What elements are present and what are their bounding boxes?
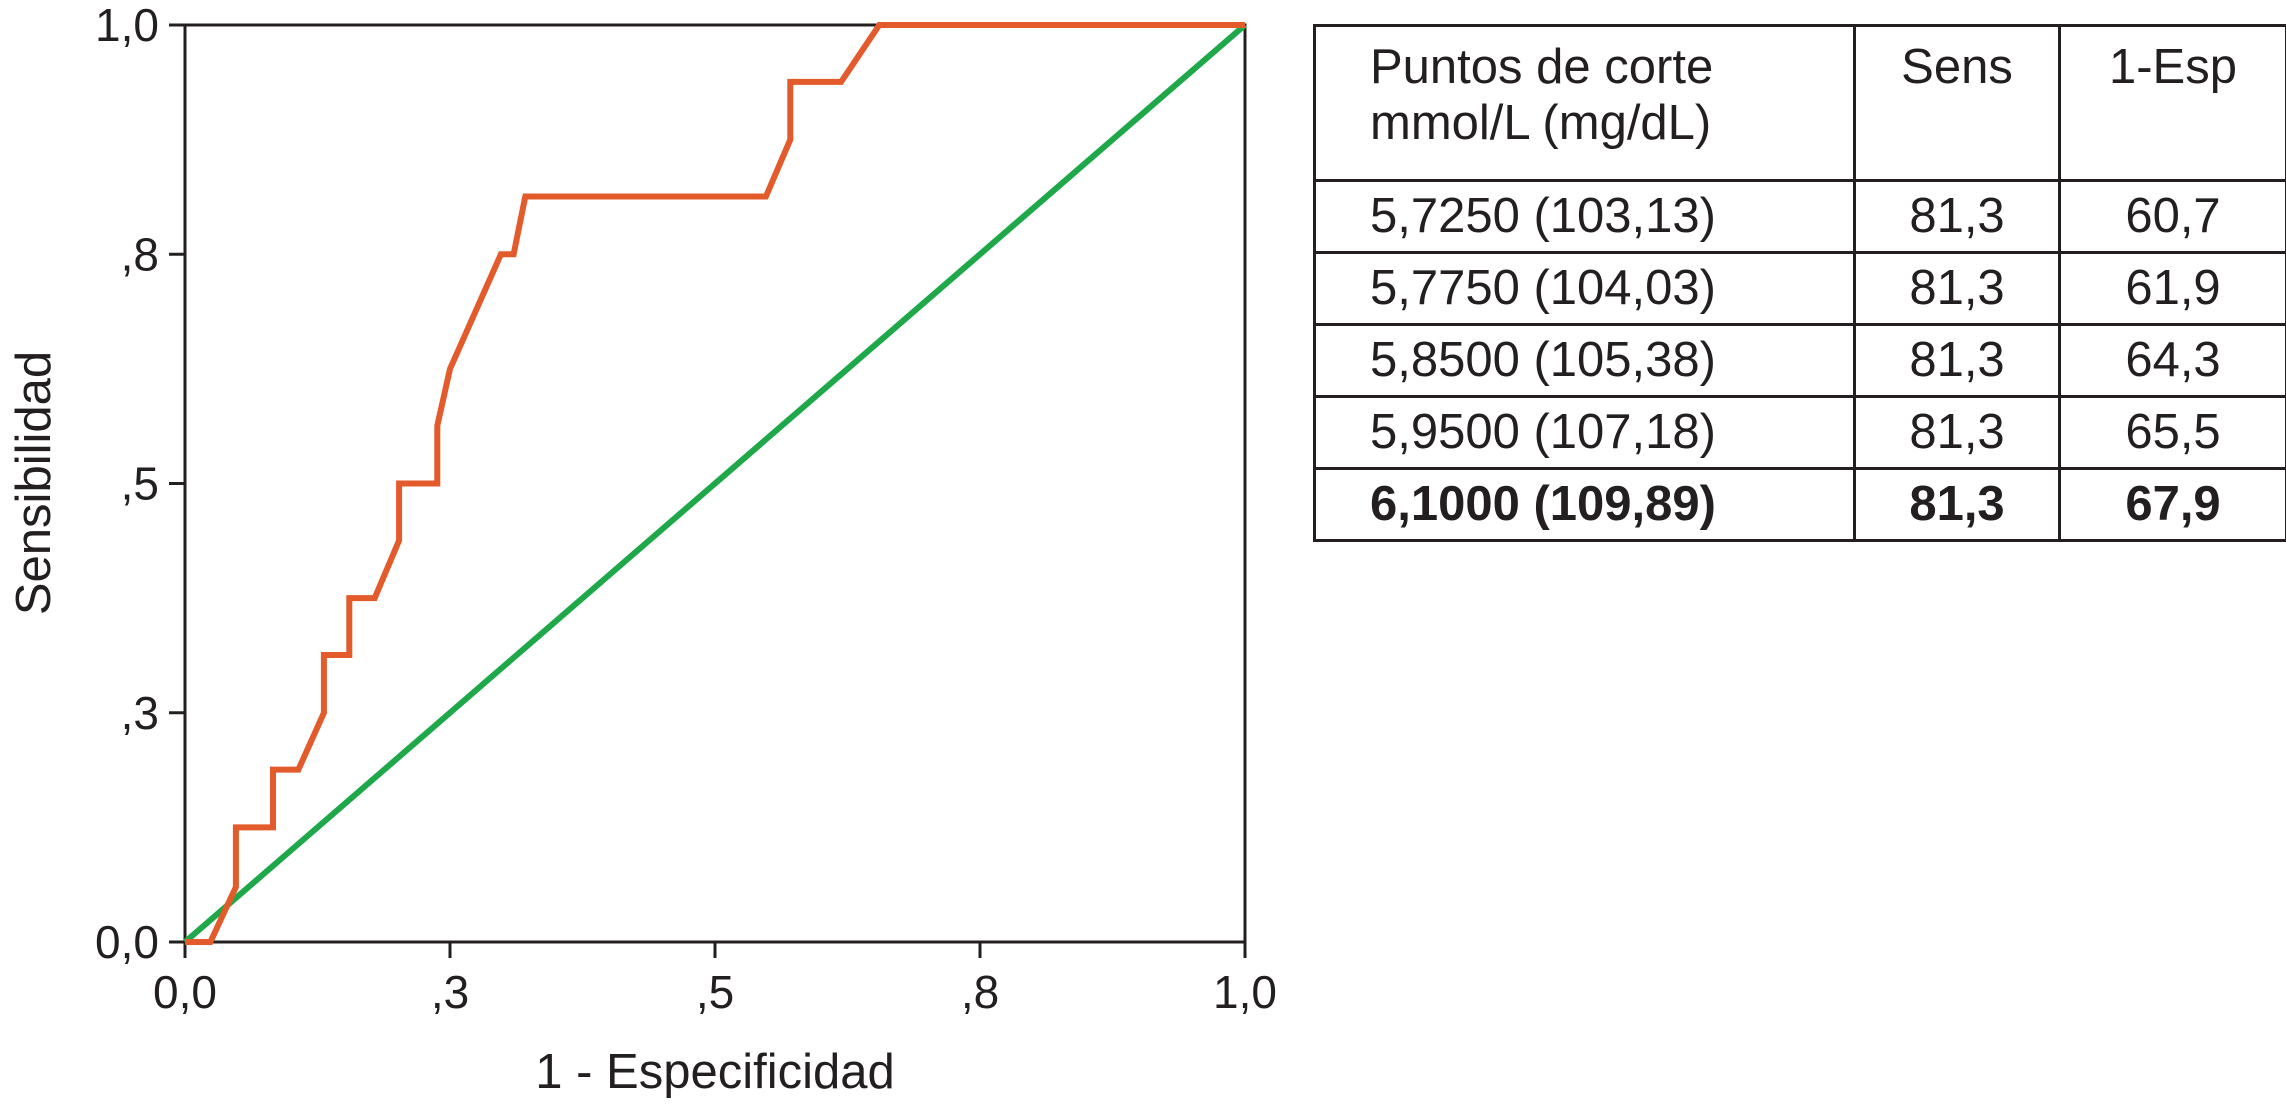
roc-chart: 0,0 ,3 ,5 ,8 1,0 0,0 ,3 ,5 ,8 1,0 1 - Especifici… (7, 0, 1277, 1099)
table-row: 5,8500 (105,38) 81,3 64,3 (1313, 323, 2286, 398)
y-axis: 0,0 ,3 ,5 ,8 1,0 (95, 0, 185, 968)
x-tick-label: ,3 (431, 966, 469, 1018)
table-row: 5,7750 (104,03) 81,3 61,9 (1313, 251, 2286, 326)
y-axis-label: Sensibilidad (7, 351, 61, 615)
sens-cell: 81,3 (1853, 467, 2061, 542)
esp-cell: 65,5 (2058, 395, 2286, 470)
x-tick-label: 1,0 (1213, 966, 1277, 1018)
y-tick-label: 0,0 (95, 916, 159, 968)
x-tick-label: ,8 (961, 966, 999, 1018)
sens-cell: 81,3 (1853, 251, 2061, 326)
cutoff-cell: 6,1000 (109,89) (1313, 467, 1856, 542)
esp-cell: 60,7 (2058, 179, 2286, 254)
esp-cell: 67,9 (2058, 467, 2286, 542)
header-sens: Sens (1853, 24, 2061, 182)
table-header-row: Puntos de corte mmol/L (mg/dL) Sens 1-Es… (1313, 24, 2286, 182)
table-row: 5,9500 (107,18) 81,3 65,5 (1313, 395, 2286, 470)
table-row: 6,1000 (109,89) 81,3 67,9 (1313, 467, 2286, 542)
esp-cell: 61,9 (2058, 251, 2286, 326)
cutoff-cell: 5,7750 (104,03) (1313, 251, 1856, 326)
x-tick-label: 0,0 (153, 966, 217, 1018)
roc-curve-line (185, 22, 1245, 945)
y-tick-label: 1,0 (95, 0, 159, 51)
cutoff-table: Puntos de corte mmol/L (mg/dL) Sens 1-Es… (1313, 24, 2286, 542)
y-tick-label: ,8 (121, 228, 159, 280)
cutoff-cell: 5,9500 (107,18) (1313, 395, 1856, 470)
y-tick-label: ,3 (121, 687, 159, 739)
cutoff-cell: 5,8500 (105,38) (1313, 323, 1856, 398)
sens-cell: 81,3 (1853, 395, 2061, 470)
x-tick-label: ,5 (696, 966, 734, 1018)
reference-diagonal-line (183, 22, 1247, 945)
x-axis-label: 1 - Especificidad (535, 1045, 895, 1099)
cutoff-cell: 5,7250 (103,13) (1313, 179, 1856, 254)
header-1-esp: 1-Esp (2058, 24, 2286, 182)
series-layer (183, 22, 1247, 945)
table-row: 5,7250 (103,13) 81,3 60,7 (1313, 179, 2286, 254)
sens-cell: 81,3 (1853, 323, 2061, 398)
y-tick-label: ,5 (121, 458, 159, 510)
header-cutoff: Puntos de corte mmol/L (mg/dL) (1313, 24, 1856, 182)
x-axis: 0,0 ,3 ,5 ,8 1,0 (153, 942, 1277, 1018)
sens-cell: 81,3 (1853, 179, 2061, 254)
esp-cell: 64,3 (2058, 323, 2286, 398)
